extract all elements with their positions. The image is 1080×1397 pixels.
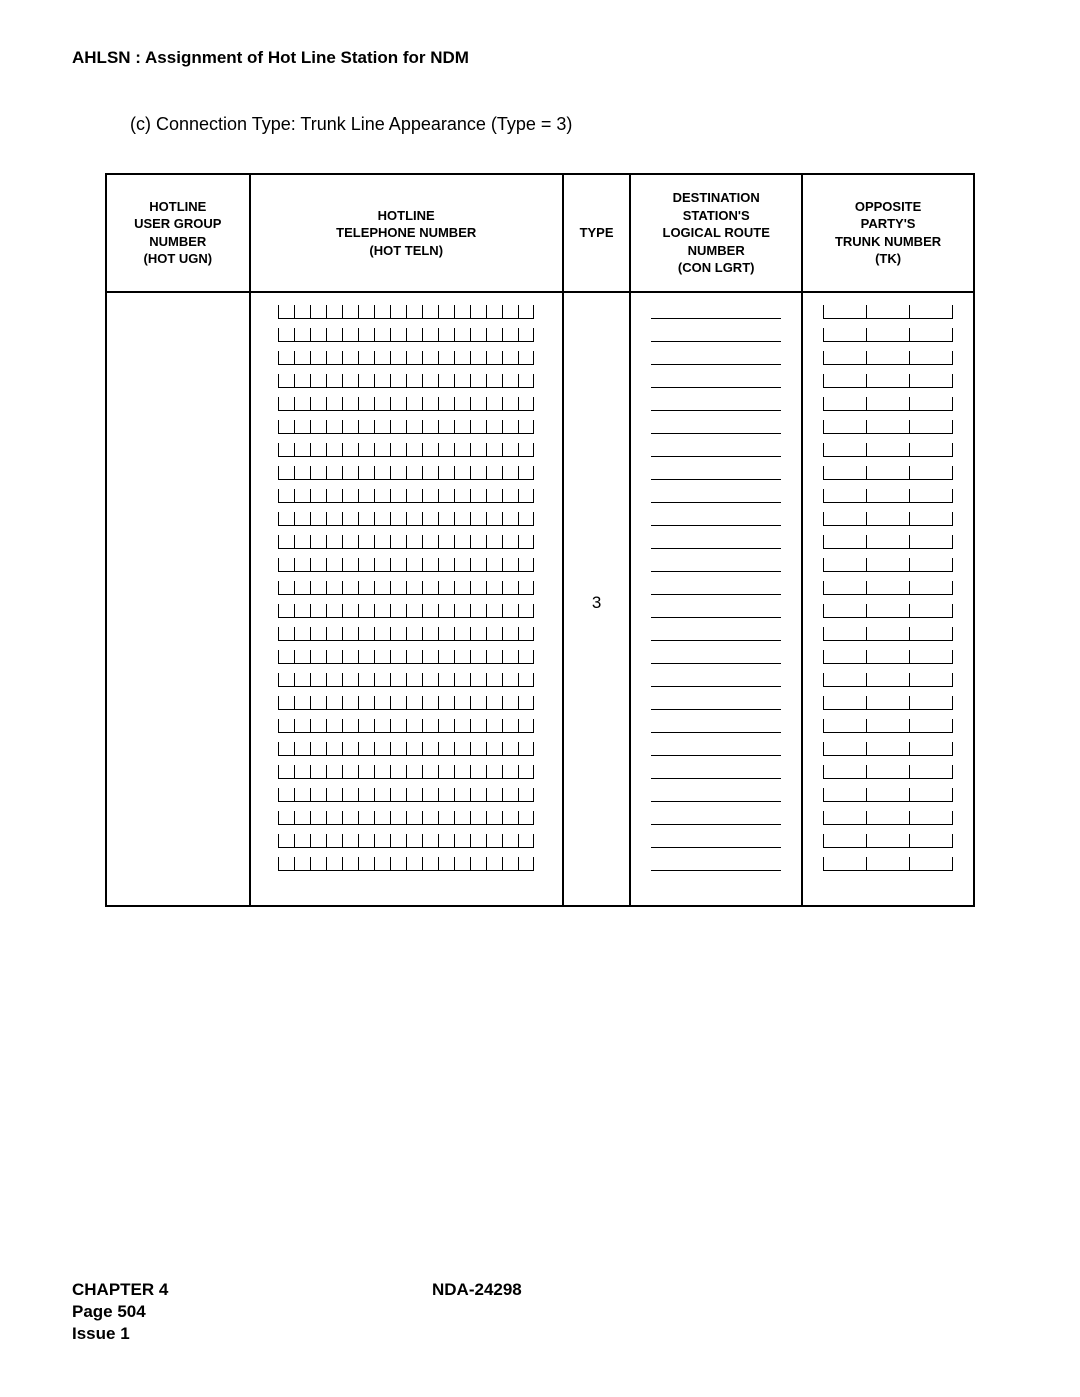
cell-hot-ugn: [106, 292, 250, 906]
teln-entry: [278, 788, 534, 802]
lgrt-entry: [651, 627, 781, 641]
tk-entry: [823, 811, 953, 825]
teln-entry: [278, 558, 534, 572]
teln-entry: [278, 581, 534, 595]
lgrt-entry: [651, 834, 781, 848]
footer-chapter: CHAPTER 4: [72, 1279, 168, 1301]
lgrt-entry: [651, 397, 781, 411]
col-header-con-lgrt: DESTINATIONSTATION'SLOGICAL ROUTENUMBER(…: [630, 174, 802, 292]
tk-entry: [823, 857, 953, 871]
table-header-row: HOTLINEUSER GROUPNUMBER(HOT UGN) HOTLINE…: [106, 174, 974, 292]
tk-entry: [823, 627, 953, 641]
teln-entry: [278, 374, 534, 388]
teln-entry: [278, 857, 534, 871]
lgrt-entry: [651, 788, 781, 802]
cell-tk: [802, 292, 974, 906]
teln-entry: [278, 397, 534, 411]
tk-entry: [823, 719, 953, 733]
teln-entry: [278, 305, 534, 319]
cell-hot-teln: [250, 292, 563, 906]
lgrt-entry: [651, 466, 781, 480]
teln-entry: [278, 328, 534, 342]
lgrt-entry: [651, 604, 781, 618]
tk-entry: [823, 420, 953, 434]
tk-entry: [823, 328, 953, 342]
teln-entry: [278, 443, 534, 457]
footer-page: Page 504: [72, 1301, 942, 1323]
cell-con-lgrt: [630, 292, 802, 906]
lgrt-entry: [651, 535, 781, 549]
teln-entry: [278, 420, 534, 434]
page: AHLSN : Assignment of Hot Line Station f…: [0, 0, 1080, 1397]
tk-entry: [823, 742, 953, 756]
lgrt-entry: [651, 351, 781, 365]
lgrt-entry: [651, 857, 781, 871]
lgrt-entry: [651, 650, 781, 664]
tk-entry: [823, 604, 953, 618]
tk-entry: [823, 466, 953, 480]
tk-entry: [823, 351, 953, 365]
lgrt-entry: [651, 765, 781, 779]
teln-entry: [278, 742, 534, 756]
lgrt-entry: [651, 696, 781, 710]
lgrt-entry: [651, 558, 781, 572]
lgrt-entry: [651, 328, 781, 342]
lgrt-entry: [651, 811, 781, 825]
teln-entry: [278, 650, 534, 664]
tk-entry: [823, 650, 953, 664]
teln-entry: [278, 673, 534, 687]
tk-entry: [823, 397, 953, 411]
tk-entry: [823, 765, 953, 779]
teln-entry: [278, 535, 534, 549]
teln-entry: [278, 466, 534, 480]
teln-entry: [278, 811, 534, 825]
col-header-type: TYPE: [563, 174, 630, 292]
table-body-row: 3: [106, 292, 974, 906]
type-value: 3: [574, 303, 619, 613]
tk-entry: [823, 535, 953, 549]
page-footer: CHAPTER 4 NDA-24298 Page 504 Issue 1: [72, 1279, 942, 1345]
lgrt-entry: [651, 719, 781, 733]
lgrt-entry: [651, 443, 781, 457]
subsection-heading: (c) Connection Type: Trunk Line Appearan…: [130, 114, 1008, 135]
tk-entry: [823, 696, 953, 710]
tk-entry: [823, 834, 953, 848]
lgrt-entry: [651, 673, 781, 687]
page-title: AHLSN : Assignment of Hot Line Station f…: [72, 48, 1008, 68]
teln-entry: [278, 696, 534, 710]
tk-entry: [823, 788, 953, 802]
lgrt-entry: [651, 489, 781, 503]
teln-entry: [278, 351, 534, 365]
teln-entry: [278, 627, 534, 641]
teln-entry: [278, 765, 534, 779]
lgrt-entry: [651, 305, 781, 319]
footer-docnum: NDA-24298: [432, 1279, 522, 1301]
footer-issue: Issue 1: [72, 1323, 942, 1345]
lgrt-entry: [651, 581, 781, 595]
tk-entry: [823, 558, 953, 572]
tk-entry: [823, 512, 953, 526]
tk-entry: [823, 489, 953, 503]
assignment-table: HOTLINEUSER GROUPNUMBER(HOT UGN) HOTLINE…: [105, 173, 975, 907]
lgrt-entry: [651, 742, 781, 756]
teln-entry: [278, 512, 534, 526]
col-header-tk: OPPOSITEPARTY'STRUNK NUMBER(TK): [802, 174, 974, 292]
cell-type: 3: [563, 292, 630, 906]
tk-entry: [823, 305, 953, 319]
tk-entry: [823, 374, 953, 388]
teln-entry: [278, 489, 534, 503]
tk-entry: [823, 443, 953, 457]
teln-entry: [278, 604, 534, 618]
col-header-hot-ugn: HOTLINEUSER GROUPNUMBER(HOT UGN): [106, 174, 250, 292]
teln-entry: [278, 719, 534, 733]
tk-entry: [823, 581, 953, 595]
lgrt-entry: [651, 420, 781, 434]
teln-entry: [278, 834, 534, 848]
col-header-hot-teln: HOTLINETELEPHONE NUMBER(HOT TELN): [250, 174, 563, 292]
tk-entry: [823, 673, 953, 687]
lgrt-entry: [651, 512, 781, 526]
lgrt-entry: [651, 374, 781, 388]
